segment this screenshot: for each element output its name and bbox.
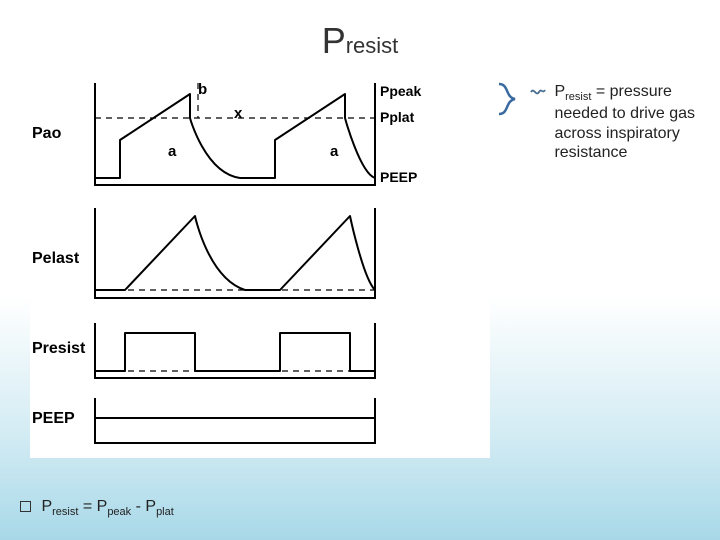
f-p3: P [145, 498, 156, 515]
f-p1: P [41, 498, 52, 515]
svg-text:Presist: Presist [32, 340, 86, 357]
svg-text:b: b [198, 81, 207, 98]
f-minus: - [131, 498, 145, 515]
f-p2: P [97, 498, 108, 515]
waveform-figure: Pao Ppeak Pplat PEEP a b x a Pelast Presist PEEP [30, 78, 490, 458]
svg-text:PEEP: PEEP [380, 169, 417, 185]
svg-text:x: x [234, 105, 243, 122]
svg-text:Pao: Pao [32, 125, 62, 142]
f-s2: peak [107, 506, 131, 518]
f-eq: = [78, 498, 96, 515]
svg-text:Pplat: Pplat [380, 109, 415, 125]
definition-text: Presist = pressure needed to drive gas a… [554, 82, 699, 162]
slide-title: Presist [0, 20, 720, 62]
f-s3: plat [156, 506, 174, 518]
formula-line: Presist = Ppeak - Pplat [20, 498, 174, 518]
def-psub: resist [565, 91, 591, 103]
svg-text:a: a [330, 143, 339, 160]
definition-bullet: Presist = pressure needed to drive gas a… [530, 82, 700, 162]
title-sub: resist [346, 33, 399, 58]
svg-text:PEEP: PEEP [32, 410, 75, 427]
svg-text:Pelast: Pelast [32, 250, 80, 267]
square-bullet-icon [20, 501, 31, 512]
brace-icon [495, 82, 523, 120]
svg-text:Ppeak: Ppeak [380, 83, 421, 99]
svg-text:a: a [168, 143, 177, 160]
def-p: P [554, 83, 565, 100]
f-s1: resist [52, 506, 78, 518]
title-main: P [322, 20, 346, 61]
curl-bullet-icon [530, 84, 546, 103]
